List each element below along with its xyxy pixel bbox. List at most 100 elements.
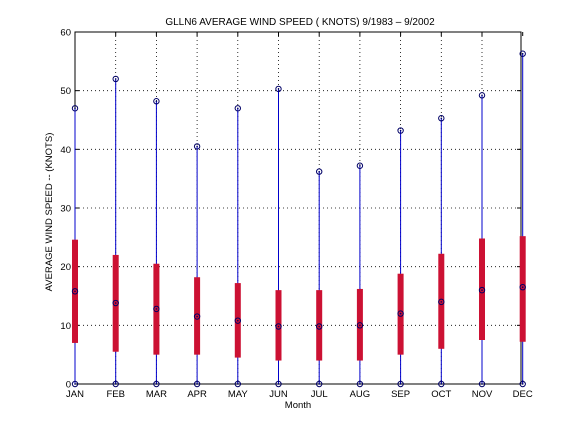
min-marker bbox=[438, 380, 445, 388]
x-tick-label: FEB bbox=[106, 389, 124, 400]
y-tick-label: 20 bbox=[60, 262, 71, 273]
mean-marker-dot bbox=[74, 290, 76, 293]
max-marker bbox=[519, 50, 526, 57]
mean-marker bbox=[153, 305, 160, 313]
min-marker-dot bbox=[277, 383, 280, 385]
mean-marker bbox=[71, 288, 79, 295]
mean-marker bbox=[316, 323, 323, 330]
x-tick-label: JAN bbox=[66, 389, 84, 400]
x-tick-label: SEP bbox=[391, 389, 410, 400]
max-marker bbox=[112, 75, 119, 83]
mean-marker bbox=[478, 286, 486, 294]
y-tick-label: 60 bbox=[60, 28, 71, 39]
y-axis-label: AVERAGE WIND SPEED -- (KNOTS) bbox=[44, 133, 55, 292]
max-marker-dot bbox=[277, 88, 280, 90]
min-marker bbox=[112, 380, 119, 388]
mean-marker-dot bbox=[237, 319, 239, 322]
x-tick-label: DEC bbox=[513, 389, 533, 400]
mean-marker bbox=[112, 299, 119, 307]
min-marker bbox=[397, 380, 404, 388]
max-marker-dot bbox=[114, 78, 117, 80]
x-tick-label: JUL bbox=[311, 389, 328, 400]
mean-marker bbox=[275, 323, 282, 330]
mean-marker bbox=[397, 310, 404, 317]
min-marker-dot bbox=[440, 383, 443, 385]
max-marker bbox=[316, 168, 323, 175]
x-axis-label: Month bbox=[285, 400, 311, 411]
y-tick-label: 0 bbox=[66, 380, 71, 391]
min-marker bbox=[316, 380, 323, 388]
x-tick-label: MAR bbox=[146, 389, 167, 400]
mean-marker-dot bbox=[114, 302, 117, 304]
min-marker-dot bbox=[399, 383, 402, 385]
min-marker-dot bbox=[481, 383, 483, 385]
mean-marker bbox=[193, 313, 201, 320]
mean-marker bbox=[356, 322, 364, 329]
max-marker-dot bbox=[318, 170, 321, 173]
data-marks bbox=[71, 50, 526, 388]
min-marker-dot bbox=[74, 383, 76, 385]
range-box bbox=[316, 290, 323, 361]
y-tick-label: 10 bbox=[60, 321, 71, 332]
x-tick-label: NOV bbox=[472, 389, 493, 400]
max-marker bbox=[153, 98, 160, 105]
min-marker bbox=[71, 380, 79, 388]
y-tick-label: 30 bbox=[60, 204, 71, 215]
x-tick-label: OCT bbox=[431, 389, 451, 400]
mean-marker-dot bbox=[196, 315, 198, 318]
mean-marker bbox=[234, 317, 242, 324]
min-marker bbox=[519, 380, 526, 388]
min-marker-dot bbox=[521, 383, 524, 385]
range-box bbox=[519, 236, 526, 342]
max-marker bbox=[193, 143, 201, 150]
y-tick-label: 40 bbox=[60, 145, 71, 156]
x-tick-label: APR bbox=[187, 389, 207, 400]
max-marker bbox=[478, 92, 486, 99]
x-tick-label: AUG bbox=[350, 389, 371, 400]
chart-title: GLLN6 AVERAGE WIND SPEED ( KNOTS) 9/1983… bbox=[165, 17, 435, 28]
mean-marker-dot bbox=[359, 324, 361, 327]
min-marker-dot bbox=[237, 383, 239, 385]
min-marker bbox=[478, 380, 486, 388]
min-marker-dot bbox=[196, 383, 198, 385]
max-marker-dot bbox=[237, 107, 239, 110]
max-marker-dot bbox=[399, 129, 402, 132]
mean-marker bbox=[519, 284, 526, 291]
max-marker bbox=[356, 162, 364, 169]
y-tick-label: 50 bbox=[60, 86, 71, 97]
max-marker bbox=[275, 85, 282, 93]
max-marker-dot bbox=[481, 94, 483, 97]
range-box bbox=[479, 238, 485, 340]
max-marker-dot bbox=[196, 145, 198, 148]
max-marker-dot bbox=[359, 164, 361, 167]
mean-marker-dot bbox=[155, 308, 158, 310]
mean-marker-dot bbox=[318, 325, 321, 328]
axis-ticks: 0 10 20 30 40 50 60 JAN FEB MAR APR MAY JUN JUL AUG SEP… bbox=[60, 28, 532, 401]
min-marker bbox=[193, 380, 201, 388]
min-marker bbox=[153, 380, 160, 388]
min-marker-dot bbox=[114, 383, 117, 385]
mean-marker-dot bbox=[399, 312, 402, 315]
min-marker bbox=[234, 380, 242, 388]
min-marker-dot bbox=[359, 383, 361, 385]
max-marker bbox=[438, 115, 445, 122]
x-tick-label: MAY bbox=[228, 389, 249, 400]
x-tick-label: JUN bbox=[269, 389, 288, 400]
max-marker-dot bbox=[74, 107, 76, 110]
min-marker-dot bbox=[318, 383, 321, 385]
max-marker-dot bbox=[155, 100, 158, 103]
mean-marker-dot bbox=[440, 301, 443, 303]
grid bbox=[75, 32, 521, 384]
mean-marker bbox=[438, 298, 445, 306]
max-marker-dot bbox=[440, 117, 443, 120]
min-marker bbox=[275, 380, 282, 388]
max-marker bbox=[397, 127, 404, 134]
min-marker bbox=[356, 380, 364, 388]
mean-marker-dot bbox=[521, 286, 524, 289]
max-marker bbox=[234, 105, 242, 112]
max-marker bbox=[71, 105, 79, 112]
mean-marker-dot bbox=[481, 289, 483, 291]
mean-marker-dot bbox=[277, 325, 280, 328]
plot-area-frame bbox=[74, 31, 522, 385]
